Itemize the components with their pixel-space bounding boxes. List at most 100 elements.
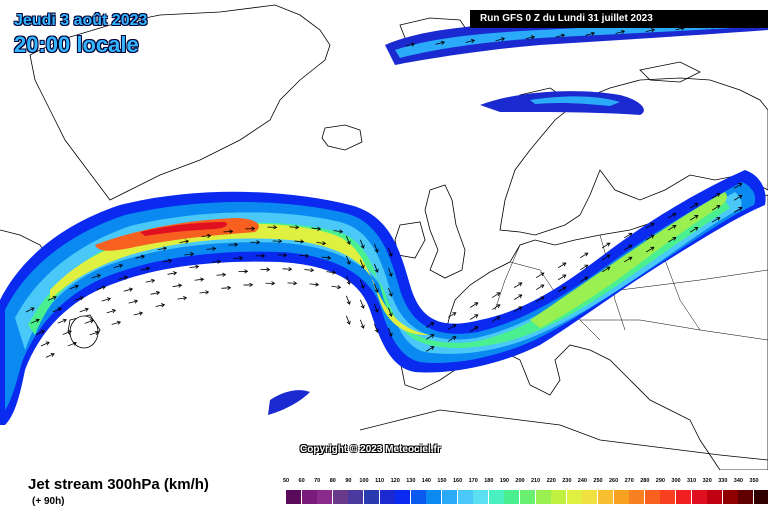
arctic-island-2 (639, 61, 701, 83)
scale-label: 300 (671, 478, 681, 484)
scale-label: 330 (718, 478, 728, 484)
wind-arrow (172, 283, 183, 288)
wind-arrow (645, 234, 655, 241)
wind-arrow (359, 239, 365, 249)
scale-swatch (348, 490, 364, 504)
ireland-coast (394, 221, 426, 259)
wind-arrow (373, 243, 379, 253)
scale-swatch (691, 490, 707, 504)
wind-arrow (345, 315, 351, 325)
wind-arrow (359, 259, 365, 269)
wind-arrow (255, 253, 266, 258)
wind-arrow (162, 258, 173, 263)
wind-arrow (345, 255, 351, 265)
wind-arrow (579, 276, 589, 283)
jet-max-inner (140, 222, 227, 236)
wind-arrow (373, 263, 379, 273)
scale-swatch (410, 490, 426, 504)
wind-arrow (245, 226, 256, 231)
scale-swatch (473, 490, 489, 504)
wind-arrow (345, 295, 351, 305)
wind-arrow (469, 326, 479, 332)
wind-arrow (387, 267, 393, 277)
wind-arrow (206, 246, 217, 251)
scale-swatch (317, 490, 333, 504)
wind-arrow (299, 253, 310, 258)
scale-label: 130 (406, 478, 416, 484)
wind-arrow (79, 307, 89, 313)
wind-arrow (425, 322, 435, 328)
scale-swatch (551, 490, 567, 504)
color-scale: 50 60 70 80 90 100 110 120 130 140 150 160 170 180 190… (280, 478, 768, 512)
wind-arrow (91, 273, 102, 279)
wind-arrow (615, 29, 626, 35)
wind-arrow (645, 246, 655, 253)
wind-arrow (387, 327, 393, 337)
scale-swatch (286, 490, 302, 504)
wind-arrow (101, 297, 112, 302)
europe-coast (399, 194, 768, 470)
run-banner: Run GFS 0 Z du Lundi 31 juillet 2023 (470, 10, 768, 28)
great-britain-coast (424, 184, 466, 279)
wind-arrow (387, 307, 393, 317)
wind-arrow (373, 283, 379, 293)
wind-arrow (623, 244, 633, 251)
wind-arrow (525, 35, 536, 40)
scale-label: 60 (298, 478, 305, 484)
scale-label: 150 (437, 478, 447, 484)
wind-arrow (84, 319, 94, 324)
wind-arrow (289, 225, 300, 230)
iceland-coast (321, 124, 363, 151)
wind-arrow (30, 318, 40, 324)
wind-arrow (184, 252, 195, 257)
wind-arrow (373, 303, 379, 313)
greenland-coast (29, 4, 331, 201)
wind-arrow (311, 226, 322, 231)
scale-swatch (722, 490, 738, 504)
wind-arrow (113, 263, 124, 269)
scale-swatch (598, 490, 614, 504)
scale-swatch (332, 490, 348, 504)
scale-label: 310 (687, 478, 697, 484)
wind-arrow (304, 267, 315, 273)
wind-arrow (238, 269, 249, 274)
wind-arrow (345, 235, 351, 245)
wind-arrow (194, 277, 205, 282)
scale-label: 260 (609, 478, 619, 484)
scale-swatch (754, 490, 768, 504)
wind-arrow (623, 232, 633, 239)
wind-arrow (601, 254, 611, 261)
forecast-date: Jeudi 3 août 2023 (14, 12, 148, 29)
wind-arrow (733, 183, 743, 189)
wind-arrow (250, 240, 261, 245)
wind-arrow (447, 324, 457, 330)
wind-arrow (667, 236, 677, 243)
wind-arrow (535, 284, 545, 291)
wind-arrow (228, 242, 239, 247)
wind-arrow (111, 320, 122, 325)
wind-arrow (373, 323, 379, 333)
wind-arrow (555, 33, 566, 38)
wind-arrow (201, 233, 212, 238)
wind-arrow (447, 312, 457, 318)
wind-arrow (579, 252, 589, 259)
wind-arrow (62, 330, 72, 335)
forecast-time: 20:00 locale (14, 32, 139, 57)
wind-arrow (711, 205, 721, 211)
wind-arrow (733, 207, 743, 213)
wind-arrow (211, 259, 222, 264)
scale-label: 170 (468, 478, 478, 484)
scale-label: 80 (329, 478, 336, 484)
wind-arrow (145, 278, 156, 283)
scale-label: 280 (640, 478, 650, 484)
scale-swatch (738, 490, 754, 504)
wind-arrow (294, 239, 305, 244)
main-jet-band (0, 170, 766, 425)
wind-arrow (585, 31, 596, 36)
wind-arrow (469, 302, 479, 308)
wind-arrow (447, 336, 457, 342)
legend-footer: Jet stream 300hPa (km/h) (+ 90h) 50 60 70 8… (0, 470, 768, 512)
wind-arrow (711, 217, 721, 223)
scale-label: 70 (314, 478, 321, 484)
